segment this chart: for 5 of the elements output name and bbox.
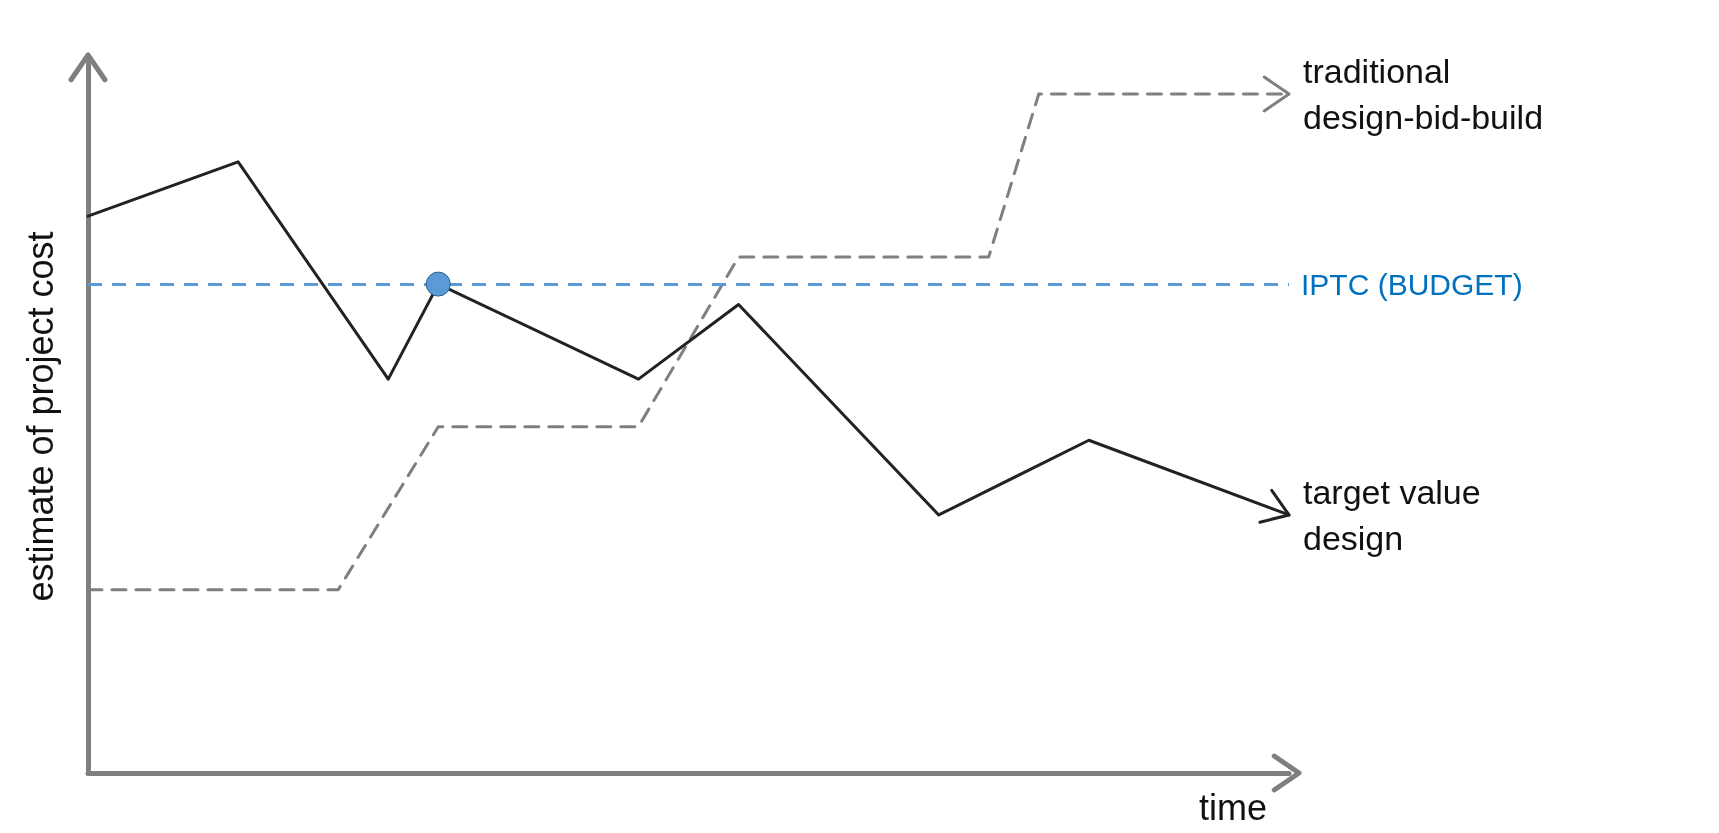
legend-label: traditional design-bid-build (1303, 51, 1544, 136)
x-axis-title: time (1199, 786, 1268, 828)
legend-label: target value design (1303, 472, 1491, 557)
y-axis-title: estimate of project cost (19, 231, 61, 602)
ref-line-label: IPTC (BUDGET) (1301, 267, 1523, 301)
